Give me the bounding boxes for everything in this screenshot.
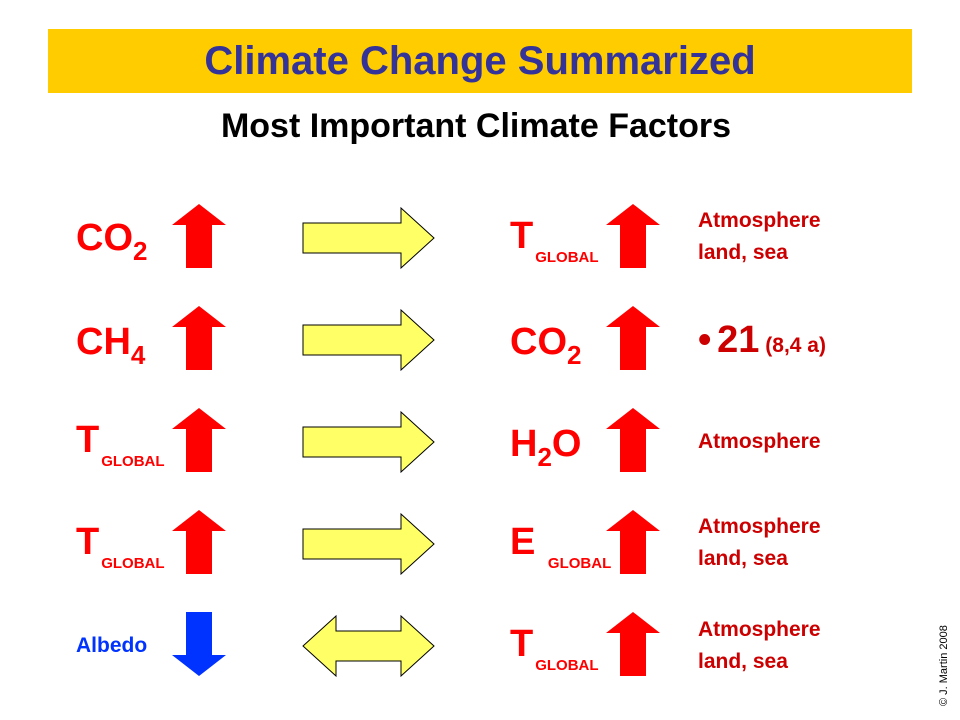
effect-note: Atmosphere land, sea (698, 209, 821, 264)
arrow-up-icon (606, 306, 660, 370)
page-title: Climate Change Summarized (204, 39, 756, 83)
arrow-right-icon (302, 206, 435, 270)
effect-label: CO2 (510, 321, 582, 370)
arrow-up-icon (172, 510, 226, 574)
arrow-right-icon (302, 308, 435, 372)
double-arrow-icon (302, 614, 435, 678)
effect-label: H2O (510, 423, 582, 472)
cause-label: CO2 (76, 217, 148, 266)
arrow-up-icon (172, 306, 226, 370)
arrow-down-icon (172, 612, 226, 676)
effect-note: Atmosphere land, sea (698, 618, 821, 673)
effect-label: TGLOBAL (510, 623, 599, 674)
effect-note: Atmosphere land, sea (698, 515, 821, 570)
effect-label: TGLOBAL (510, 215, 599, 266)
arrow-up-icon (172, 408, 226, 472)
arrow-up-icon (172, 204, 226, 268)
effect-note: • 21 (8,4 a) (698, 319, 826, 361)
effect-note: Atmosphere (698, 430, 821, 453)
page-subtitle: Most Important Climate Factors (220, 107, 732, 145)
arrow-right-icon (302, 410, 435, 474)
cause-label-albedo: Albedo (76, 634, 148, 657)
arrow-up-icon (606, 408, 660, 472)
effect-label: E GLOBAL (510, 521, 612, 572)
arrow-right-icon (302, 512, 435, 576)
copyright-text: © J. Martin 2008 (938, 625, 950, 706)
arrow-up-icon (606, 204, 660, 268)
title-bar: Climate Change Summarized (48, 29, 912, 93)
cause-label: TGLOBAL (76, 419, 165, 470)
arrow-up-icon (606, 612, 660, 676)
cause-label: CH4 (76, 321, 146, 370)
cause-label: TGLOBAL (76, 521, 165, 572)
arrow-up-icon (606, 510, 660, 574)
